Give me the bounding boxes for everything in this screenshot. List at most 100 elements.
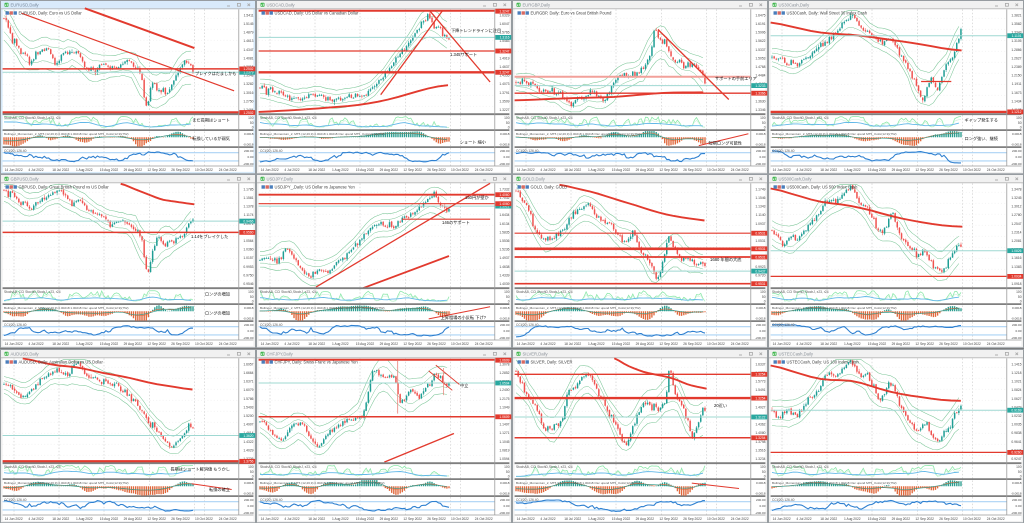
svg-text:14 Jun 2022: 14 Jun 2022 [517, 343, 535, 347]
svg-text:Bollinger_Momentum_2, MT5 (12,: Bollinger_Momentum_2, MT5 (12,26,9) 0.00… [516, 132, 641, 136]
svg-text:1 Aug 2022: 1 Aug 2022 [588, 168, 605, 172]
svg-text:USDJPY_,Daily: US Dollar vs Ja: USDJPY_,Daily: US Dollar vs Japanese Yen [275, 185, 355, 190]
svg-text:-200.00: -200.00 [755, 510, 766, 514]
svg-text:下降トレンドラインに注目: 下降トレンドラインに注目 [451, 27, 501, 34]
svg-text:CCI(20) 126.40: CCI(20) 126.40 [260, 149, 283, 153]
svg-text:1.7032: 1.7032 [499, 196, 509, 200]
svg-text:1.0157: 1.0157 [243, 257, 253, 261]
svg-text:200.00: 200.00 [1012, 498, 1022, 502]
svg-text:転換の確立: 転換の確立 [209, 486, 230, 493]
svg-text:1.5145: 1.5145 [243, 22, 253, 26]
svg-text:ロングの増加: ロングの増加 [205, 310, 230, 317]
svg-text:Bollinger_Momentum_2, MT5 (12,: Bollinger_Momentum_2, MT5 (12,26,9) 0.00… [772, 132, 897, 136]
svg-text:1.0429: 1.0429 [1011, 405, 1021, 409]
svg-text:0: 0 [508, 474, 510, 478]
svg-text:15 Aug 2022: 15 Aug 2022 [356, 343, 375, 347]
svg-text:14 Jun 2022: 14 Jun 2022 [261, 168, 279, 172]
svg-text:1.3016: 1.3016 [243, 91, 253, 95]
svg-text:26 Sep 2022: 26 Sep 2022 [939, 343, 958, 347]
svg-text:1.0819: 1.0819 [499, 448, 509, 452]
svg-text:15 Aug 2022: 15 Aug 2022 [612, 517, 631, 521]
svg-text:ショート 縮小: ショート 縮小 [460, 138, 487, 145]
svg-text:1.5491: 1.5491 [755, 388, 765, 392]
svg-text:1.4919: 1.4919 [499, 56, 509, 60]
svg-text:10 Oct 2022: 10 Oct 2022 [451, 168, 469, 172]
svg-text:0.0018: 0.0018 [756, 132, 766, 136]
svg-text:1 Aug 2022: 1 Aug 2022 [76, 168, 93, 172]
svg-text:ロング強い、継続: ロング強い、継続 [964, 135, 998, 142]
svg-text:1.5337: 1.5337 [755, 48, 765, 52]
svg-text:14 Jun 2022: 14 Jun 2022 [773, 517, 791, 521]
svg-text:1.4073: 1.4073 [499, 82, 509, 86]
svg-text:29 Aug 2022: 29 Aug 2022 [380, 517, 399, 521]
svg-text:0.00: 0.00 [1015, 329, 1021, 333]
svg-text:26 Sep 2022: 26 Sep 2022 [171, 517, 190, 521]
svg-text:EURGBP,Daily: EURGBP,Daily [523, 2, 552, 7]
svg-text:0.00: 0.00 [503, 504, 509, 508]
svg-text:1.4029: 1.4029 [243, 448, 253, 452]
svg-text:Bollinger_Momentum_2, MT5 (12,: Bollinger_Momentum_2, MT5 (12,26,9) 0.00… [516, 306, 641, 310]
svg-text:50: 50 [762, 121, 766, 125]
svg-text:1.2852: 1.2852 [499, 371, 509, 375]
svg-text:18 Jul 2022: 18 Jul 2022 [564, 343, 581, 347]
svg-text:1.3791: 1.3791 [499, 91, 509, 95]
svg-text:0: 0 [1020, 300, 1022, 304]
svg-text:1.1140: 1.1140 [756, 214, 766, 218]
svg-text:10 Oct 2022: 10 Oct 2022 [195, 517, 213, 521]
svg-text:10 Oct 2022: 10 Oct 2022 [707, 343, 725, 347]
svg-text:US30Cash, Daily: Wall Street 3: US30Cash, Daily: Wall Street 30 Index Ca… [787, 11, 868, 16]
svg-text:1.3122: 1.3122 [755, 415, 765, 419]
svg-text:1 Aug 2022: 1 Aug 2022 [332, 343, 349, 347]
svg-text:10 Oct 2022: 10 Oct 2022 [963, 343, 981, 347]
svg-text:Bollinger_Momentum_2, MT5 (12,: Bollinger_Momentum_2, MT5 (12,26,9) 0.00… [772, 306, 897, 310]
svg-text:0.9247: 0.9247 [1011, 457, 1021, 461]
svg-text:0.0018: 0.0018 [1012, 132, 1022, 136]
svg-text:上昇相場の小反転 下げ?: 上昇相場の小反転 下げ? [441, 314, 487, 321]
svg-text:0.9531: 0.9531 [755, 232, 765, 236]
svg-text:1 Aug 2022: 1 Aug 2022 [844, 168, 861, 172]
svg-text:CCI(20) 126.40: CCI(20) 126.40 [4, 497, 27, 501]
svg-text:1.4339: 1.4339 [499, 274, 509, 278]
svg-text:0.00: 0.00 [1015, 504, 1021, 508]
svg-text:Bollinger_Momentum_2, MT5 (12,: Bollinger_Momentum_2, MT5 (12,26,9) 0.00… [260, 132, 385, 136]
svg-text:USDJPY,Daily: USDJPY,Daily [267, 177, 294, 182]
svg-text:サポートの手前エリア: サポートの手前エリア [715, 75, 757, 82]
svg-text:12 Sep 2022: 12 Sep 2022 [403, 343, 422, 347]
svg-text:0.00: 0.00 [759, 329, 765, 333]
svg-text:14 Jun 2022: 14 Jun 2022 [5, 168, 23, 172]
svg-text:20近い: 20近い [714, 402, 727, 409]
svg-text:0.9260: 0.9260 [1011, 450, 1021, 454]
svg-text:29 Aug 2022: 29 Aug 2022 [380, 168, 399, 172]
svg-text:EURUSD,Daily: EURUSD,Daily [11, 2, 40, 7]
svg-text:12 Sep 2022: 12 Sep 2022 [403, 517, 422, 521]
svg-text:USTECCash, Daily: US 100 Index: USTECCash, Daily: US 100 Index Cash [787, 359, 859, 364]
svg-text:1.3247: 1.3247 [499, 9, 509, 13]
svg-text:1.4039: 1.4039 [499, 282, 509, 286]
svg-text:1.1383: 1.1383 [1011, 265, 1021, 269]
svg-text:-0.0018: -0.0018 [755, 143, 766, 147]
svg-text:CCI(20) 126.40: CCI(20) 126.40 [260, 497, 283, 501]
svg-text:50: 50 [762, 295, 766, 299]
svg-text:146のサポート: 146のサポート [442, 219, 470, 226]
svg-text:0: 0 [764, 474, 766, 478]
svg-text:1.5765: 1.5765 [499, 31, 509, 35]
svg-text:CCI(20) 126.40: CCI(20) 126.40 [772, 149, 795, 153]
svg-text:10 Oct 2022: 10 Oct 2022 [195, 168, 213, 172]
svg-text:50: 50 [1018, 121, 1022, 125]
svg-text:1.1174: 1.1174 [244, 214, 254, 218]
svg-text:-0.0018: -0.0018 [755, 491, 766, 495]
svg-text:1.3282: 1.3282 [243, 82, 253, 86]
svg-text:1.4937: 1.4937 [499, 257, 509, 261]
svg-text:0.9953: 0.9953 [243, 265, 253, 269]
svg-text:1.2502: 1.2502 [243, 67, 253, 71]
svg-text:Bollinger_Momentum_2, MT5 (12,: Bollinger_Momentum_2, MT5 (12,26,9) 0.00… [260, 306, 385, 310]
svg-text:GOLD, Daily: GOLD: GOLD, Daily: GOLD [531, 185, 568, 190]
svg-text:1.3509: 1.3509 [499, 99, 509, 103]
svg-text:1.4080: 1.4080 [755, 431, 765, 435]
svg-text:15 Aug 2022: 15 Aug 2022 [100, 168, 119, 172]
svg-text:1.1616: 1.1616 [1011, 257, 1021, 261]
svg-text:Bollinger_Momentum_2, MT5 (12,: Bollinger_Momentum_2, MT5 (12,26,9) 0.00… [516, 480, 641, 484]
svg-text:0.9560: 0.9560 [243, 231, 253, 235]
svg-text:1.4060: 1.4060 [499, 193, 509, 197]
svg-text:1.1218: 1.1218 [1011, 371, 1021, 375]
